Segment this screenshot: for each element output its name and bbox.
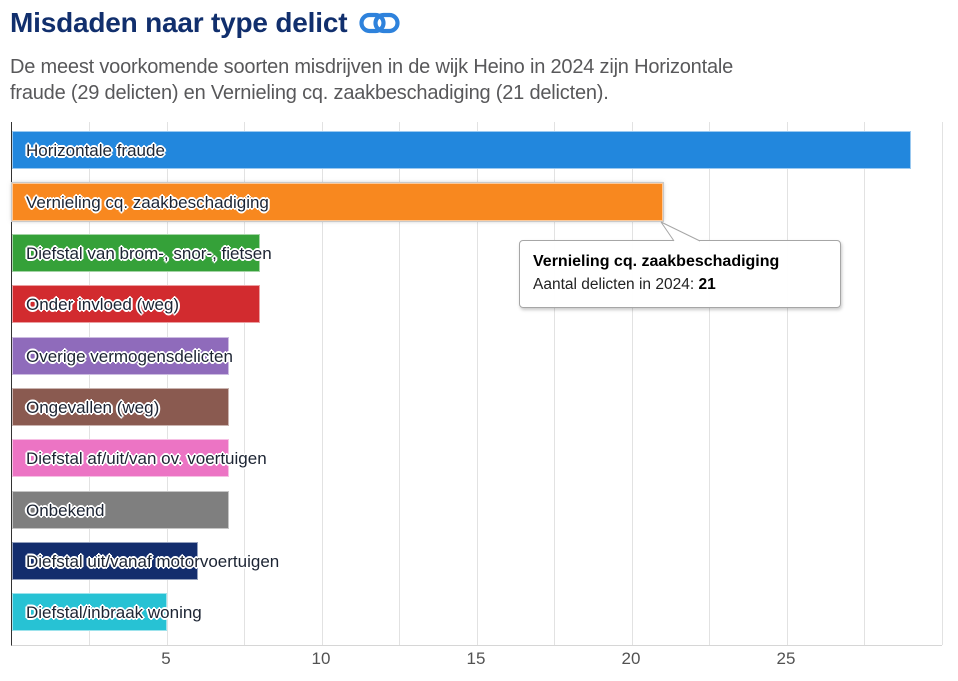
gridline: [244, 122, 245, 645]
x-axis-tick-label: 5: [161, 649, 171, 668]
chart-header: Misdaden naar type delict De meest voork…: [10, 6, 948, 106]
bar[interactable]: Onbekend: [12, 490, 229, 529]
subtitle-line-1: De meest voorkomende soorten misdrijven …: [10, 56, 734, 78]
bar[interactable]: Diefstal van brom-, snor-, fietsen: [12, 233, 272, 272]
bar-label: Diefstal/inbraak woning: [26, 603, 202, 623]
gridline: [864, 122, 865, 645]
bar-label: Ongevallen (weg): [26, 397, 160, 417]
bar-label: Diefstal af/uit/van ov. voertuigen: [26, 449, 267, 469]
bar-label: Horizontale fraude: [26, 141, 165, 161]
bar-label: Onbekend: [26, 500, 105, 520]
x-axis-tick-label: 20: [621, 649, 641, 668]
gridline: [89, 122, 90, 645]
bar[interactable]: Horizontale fraude: [12, 131, 911, 170]
x-axis-tick-label: 10: [311, 649, 331, 668]
gridline: [631, 122, 633, 645]
plot-area: Horizontale fraude Vernieling cq. zaakbes…: [11, 122, 943, 646]
bar-chart: Horizontale fraude Vernieling cq. zaakbes…: [0, 118, 958, 681]
tooltip-value: 21: [698, 276, 716, 293]
bar-label: Overige vermogensdelicten: [26, 346, 233, 366]
link-icon[interactable]: [359, 10, 400, 41]
bar-label: Onder invloed (weg): [26, 295, 180, 315]
tooltip-title: Vernieling cq. zaakbeschadiging: [533, 253, 780, 270]
bar[interactable]: Vernieling cq. zaakbeschadiging: [11, 181, 664, 222]
subtitle-line-2: fraude (29 delicten) en Vernieling cq. z…: [10, 82, 609, 104]
bar[interactable]: Overige vermogensdelicten: [12, 336, 233, 375]
x-axis-tick-label: 25: [776, 649, 796, 668]
bar-label: Vernieling cq. zaakbeschadiging: [26, 192, 269, 212]
bar-label: Diefstal van brom-, snor-, fietsen: [26, 243, 272, 263]
bar[interactable]: Diefstal/inbraak woning: [12, 593, 202, 632]
gridline: [399, 122, 400, 645]
tooltip-label: Aantal delicten in 2024:: [533, 276, 699, 293]
tooltip-pointer: [655, 221, 705, 247]
bar[interactable]: Diefstal uit/vanaf motorvoertuigen: [12, 542, 279, 580]
gridline: [321, 122, 323, 645]
chart-subtitle: De meest voorkomende soorten misdrijven …: [10, 54, 948, 106]
tooltip-body: Aantal delicten in 2024: 21: [533, 273, 826, 296]
gridline: [709, 122, 710, 645]
gridline: [166, 122, 168, 645]
bar[interactable]: Diefstal af/uit/van ov. voertuigen: [12, 439, 267, 478]
gridline: [554, 122, 555, 645]
bar-label: Diefstal uit/vanaf motorvoertuigen: [26, 552, 280, 571]
x-axis-tick-label: 15: [466, 649, 486, 668]
tooltip: Vernieling cq. zaakbeschadiging Aantal d…: [519, 240, 841, 308]
gridline: [941, 122, 943, 645]
gridline: [786, 122, 788, 645]
bar[interactable]: Onder invloed (weg): [12, 285, 260, 324]
gridline: [476, 122, 478, 645]
bar[interactable]: Ongevallen (weg): [12, 387, 229, 426]
page-title: Misdaden naar type delict: [10, 7, 348, 39]
